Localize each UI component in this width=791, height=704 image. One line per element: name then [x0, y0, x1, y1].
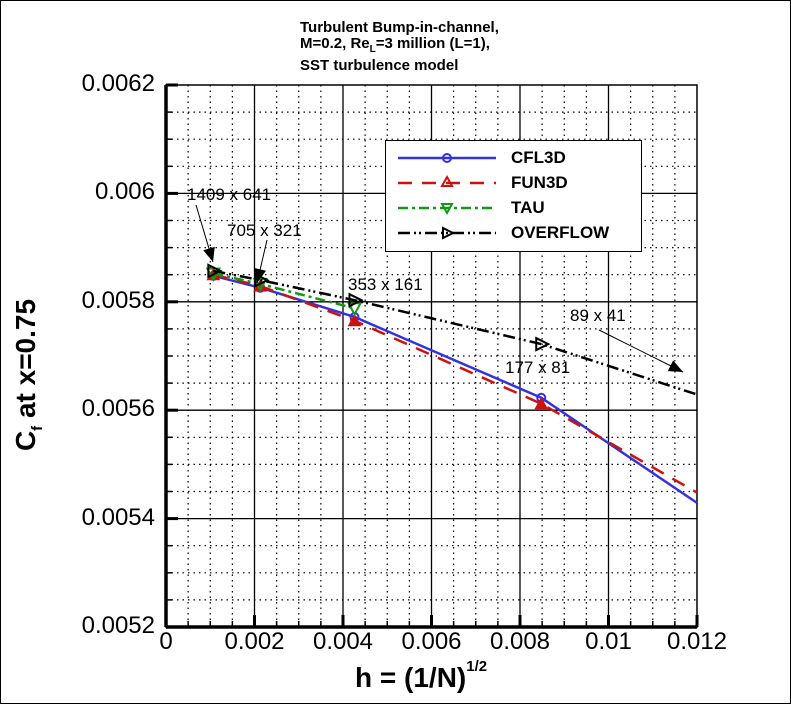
x-tick-label: 0.012 — [666, 628, 728, 655]
series-overflow — [213, 269, 698, 396]
legend: CFL3D FUN3D TAU OVERFLOW — [385, 140, 642, 252]
y-tick-label: 0.0062 — [81, 70, 155, 97]
series-tau — [213, 272, 355, 310]
x-tick-label: 0 — [159, 628, 173, 655]
marker-overflow — [348, 292, 364, 308]
y-tick-label: 0.006 — [94, 178, 155, 206]
annotation-89x41: 89 x 41 — [570, 306, 626, 325]
title-line-2: M=0.2, ReL=3 million (L=1), — [300, 35, 490, 56]
x-tick-label: 0.002 — [224, 628, 285, 655]
annotation-353x161: 353 x 161 — [348, 275, 423, 294]
legend-cfl3d: CFL3D — [511, 148, 566, 167]
annotation-1409x641: 1409 x 641 — [187, 185, 272, 204]
x-tick-label: 0.008 — [489, 628, 551, 655]
y-tick-label: 0.0058 — [81, 286, 155, 314]
x-axis-label: h = (1/N)1/2 — [355, 658, 488, 693]
x-tick-label: 0.006 — [401, 628, 462, 655]
marker-fun3d — [534, 396, 549, 410]
annotation-arrow — [598, 329, 684, 373]
marker-fun3d — [347, 313, 362, 327]
chart-title: Turbulent Bump-in-channel, M=0.2, ReL=3 … — [300, 20, 499, 74]
arrowhead-icon — [203, 246, 215, 262]
legend-symbols — [398, 153, 496, 240]
x-tick-label: 0.01 — [585, 628, 632, 655]
x-tick-label: 0.004 — [312, 628, 374, 655]
legend-tau: TAU — [511, 198, 545, 217]
y-axis-label: Cf at x=0.75 — [10, 298, 46, 452]
y-tick-label: 0.0052 — [81, 612, 155, 639]
title-line-1: Turbulent Bump-in-channel, — [300, 19, 499, 36]
y-tick-label: 0.0054 — [81, 503, 155, 531]
annotation-705x321: 705 x 321 — [227, 221, 302, 240]
title-line-3: SST turbulence model — [300, 57, 459, 74]
marker-tau — [205, 267, 222, 282]
annotation-177x81: 177 x 81 — [505, 358, 571, 377]
y-tick-label: 0.0056 — [81, 395, 155, 423]
arrowhead-icon — [667, 360, 683, 372]
legend-fun3d: FUN3D — [511, 173, 568, 192]
marker-overflow — [535, 336, 551, 352]
marker-overflow — [207, 263, 223, 279]
arrowhead-icon — [254, 268, 267, 283]
legend-overflow: OVERFLOW — [511, 223, 610, 242]
